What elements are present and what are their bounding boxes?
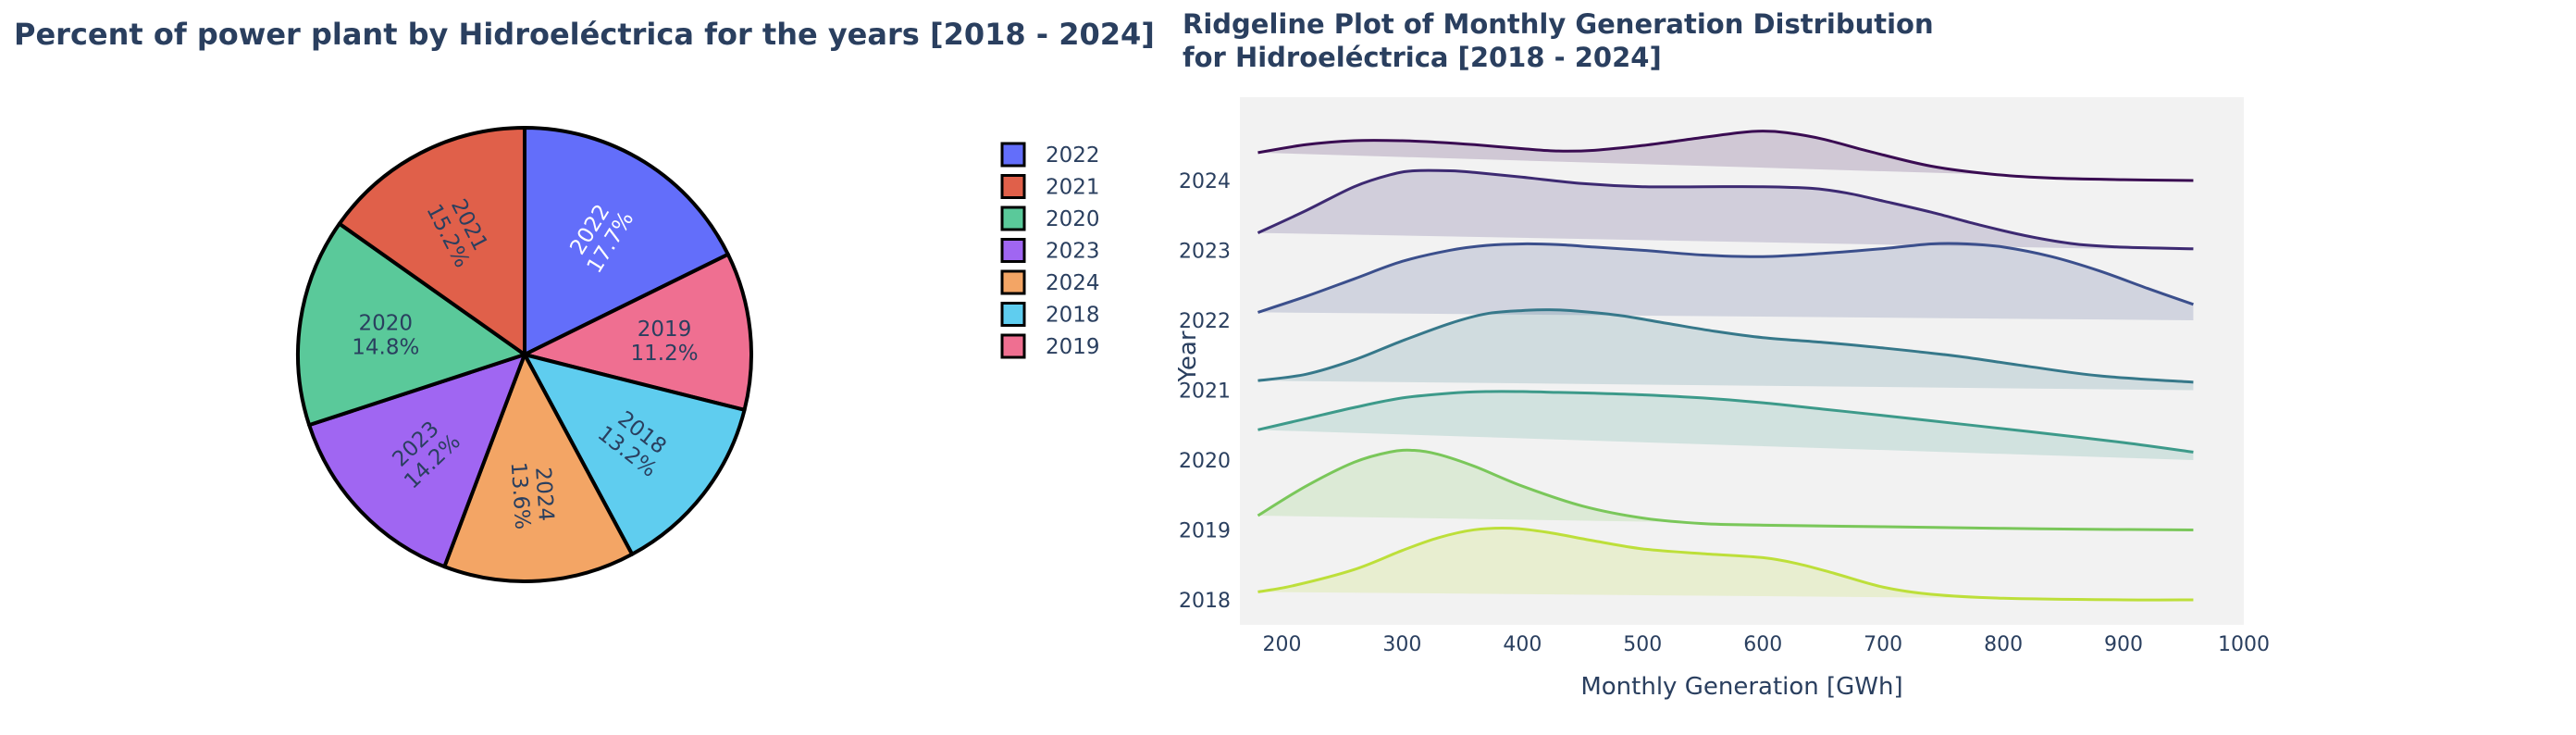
pie-slice-2024: [442, 353, 635, 583]
pie-slice-percent-text: 13.6%: [506, 461, 535, 530]
ridge-line-2018: [1257, 526, 2194, 602]
x-tick-label-900: 900: [2104, 633, 2143, 656]
ridge-area-2024: [1257, 131, 2194, 181]
pie-chart: 202217.7%201911.2%201813.2%202413.6%2023…: [296, 126, 1100, 583]
pie-slice-percent-text: 14.8%: [352, 335, 419, 359]
legend-swatch-2021[interactable]: [1000, 174, 1026, 199]
pie-slice-2021: [337, 126, 526, 356]
legend-swatch-2019[interactable]: [1000, 333, 1026, 359]
pie-slice-year-text: 2019: [638, 318, 692, 342]
pie-chart-panel: Percent of power plant by Hidroeléctrica…: [0, 0, 1175, 735]
ridge-area-2023: [1257, 170, 2194, 251]
legend-label-2023[interactable]: 2023: [1046, 240, 1100, 264]
ridgeline-chart-title: Ridgeline Plot of Monthly Generation Dis…: [1183, 7, 1934, 74]
x-tick-label-300: 300: [1382, 633, 1421, 656]
legend-swatch-2024[interactable]: [1000, 269, 1026, 295]
pie-legend: 2022 2021 2020 2023 2024 2018 2019: [1000, 142, 1100, 359]
y-tick-label-2018: 2018: [1179, 590, 1231, 613]
legend-label-2019[interactable]: 2019: [1046, 335, 1100, 359]
x-tick-label-500: 500: [1623, 633, 1662, 656]
pie-slice-year-text: 2024: [530, 467, 558, 522]
y-tick-label-2023: 2023: [1179, 241, 1231, 264]
x-tick-label-1000: 1000: [2218, 633, 2270, 656]
pie-slice-2019: [523, 252, 753, 412]
pie-chart-title: Percent of power plant by Hidroeléctrica…: [14, 17, 1155, 52]
y-tick-label-2020: 2020: [1179, 450, 1231, 473]
legend-label-2018[interactable]: 2018: [1046, 304, 1100, 328]
x-tick-label-200: 200: [1262, 633, 1301, 656]
legend-label-2022[interactable]: 2022: [1046, 143, 1100, 168]
legend-label-2021[interactable]: 2021: [1046, 176, 1100, 200]
y-axis-label: Year: [1175, 330, 1202, 382]
y-tick-label-2019: 2019: [1179, 520, 1231, 543]
x-tick-label-600: 600: [1743, 633, 1782, 656]
ridge-area-2020: [1257, 391, 2194, 460]
ridge-area-2022: [1257, 243, 2194, 320]
legend-swatch-2018[interactable]: [1000, 302, 1026, 327]
y-tick-label-2024: 2024: [1179, 170, 1231, 193]
ridge-line-2021: [1257, 308, 2194, 384]
ridgeline-chart-panel: Ridgeline Plot of Monthly Generation Dis…: [1175, 0, 2576, 735]
legend-swatch-2023[interactable]: [1000, 238, 1026, 263]
ridge-area-2019: [1257, 450, 2194, 530]
pie-slice-2020: [296, 221, 526, 428]
legend-swatch-2020[interactable]: [1000, 206, 1026, 231]
ridge-line-2019: [1257, 448, 2194, 531]
ridgeline-title-line-1: Ridgeline Plot of Monthly Generation Dis…: [1183, 8, 1934, 40]
x-axis-label: Monthly Generation [GWh]: [1580, 673, 1902, 701]
ridge-area-2021: [1257, 309, 2194, 391]
ridgeline-title-line-2: for Hidroeléctrica [2018 - 2024]: [1183, 42, 1662, 73]
ridge-line-2024: [1257, 130, 2194, 182]
y-tick-label-2021: 2021: [1179, 380, 1231, 404]
x-tick-label-400: 400: [1503, 633, 1542, 656]
pie-slice-percent-text: 11.2%: [631, 342, 699, 366]
pie-slice-2022: [523, 126, 730, 356]
x-tick-label-800: 800: [1984, 633, 2023, 656]
y-tick-label-2022: 2022: [1179, 310, 1231, 333]
pie-slice-year-text: 2020: [359, 311, 414, 335]
ridge-area-2018: [1257, 528, 2194, 601]
pie-slice-2018: [523, 353, 747, 556]
legend-swatch-2022[interactable]: [1000, 142, 1026, 168]
legend-label-2020[interactable]: 2020: [1046, 207, 1100, 231]
ridgeline-plot-area: [1240, 97, 2244, 625]
ridge-line-2020: [1257, 390, 2194, 454]
legend-label-2024[interactable]: 2024: [1046, 271, 1100, 295]
ridge-line-2022: [1257, 242, 2194, 314]
x-tick-label-700: 700: [1864, 633, 1902, 656]
ridgeline-chart: 2024 2023 2022 2021 2020 2019 2018 200 300 400 500…: [1175, 97, 2270, 701]
ridge-line-2023: [1257, 168, 2194, 251]
